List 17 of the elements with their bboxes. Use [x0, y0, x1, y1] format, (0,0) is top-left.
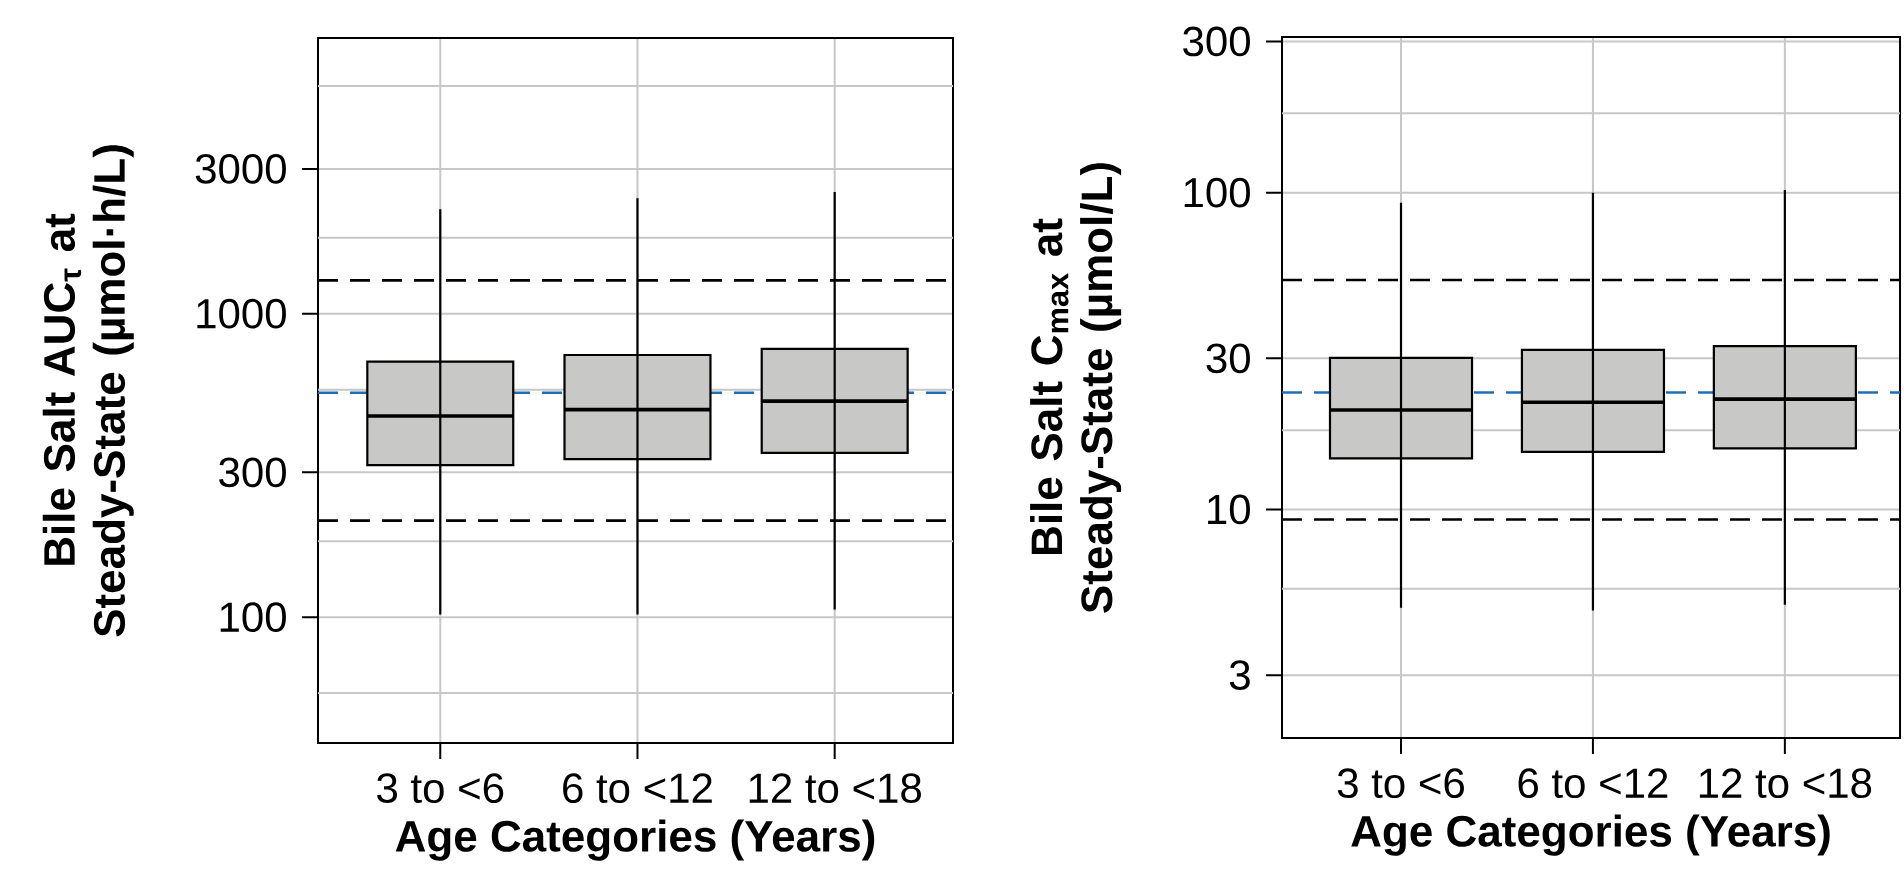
x-tick-label: 12 to <18: [1699, 768, 1872, 799]
x-tick-label: 6 to <12: [563, 773, 712, 804]
x-axis-title: Age Categories (Years): [1351, 814, 1830, 856]
x-tick-label: 3 to <6: [1337, 768, 1464, 799]
y-tick-label: 100: [220, 602, 286, 633]
y-tick-label: 10: [1208, 494, 1250, 525]
x-tick-label: 3 to <6: [377, 773, 504, 804]
y-tick-label: 1000: [197, 298, 286, 329]
x-tick-label: 12 to <18: [749, 773, 921, 804]
y-tick-label: 30: [1206, 343, 1250, 374]
y-tick-label: 300: [219, 457, 286, 488]
y-tick-label: 100: [1184, 177, 1250, 208]
x-axis-title: Age Categories (Years): [395, 819, 875, 861]
y-tick-label: 3: [1229, 660, 1250, 691]
y-tick-label: 3000: [195, 154, 286, 184]
x-tick-label: 6 to <12: [1518, 768, 1668, 799]
y-tick-label: 300: [1183, 26, 1250, 57]
